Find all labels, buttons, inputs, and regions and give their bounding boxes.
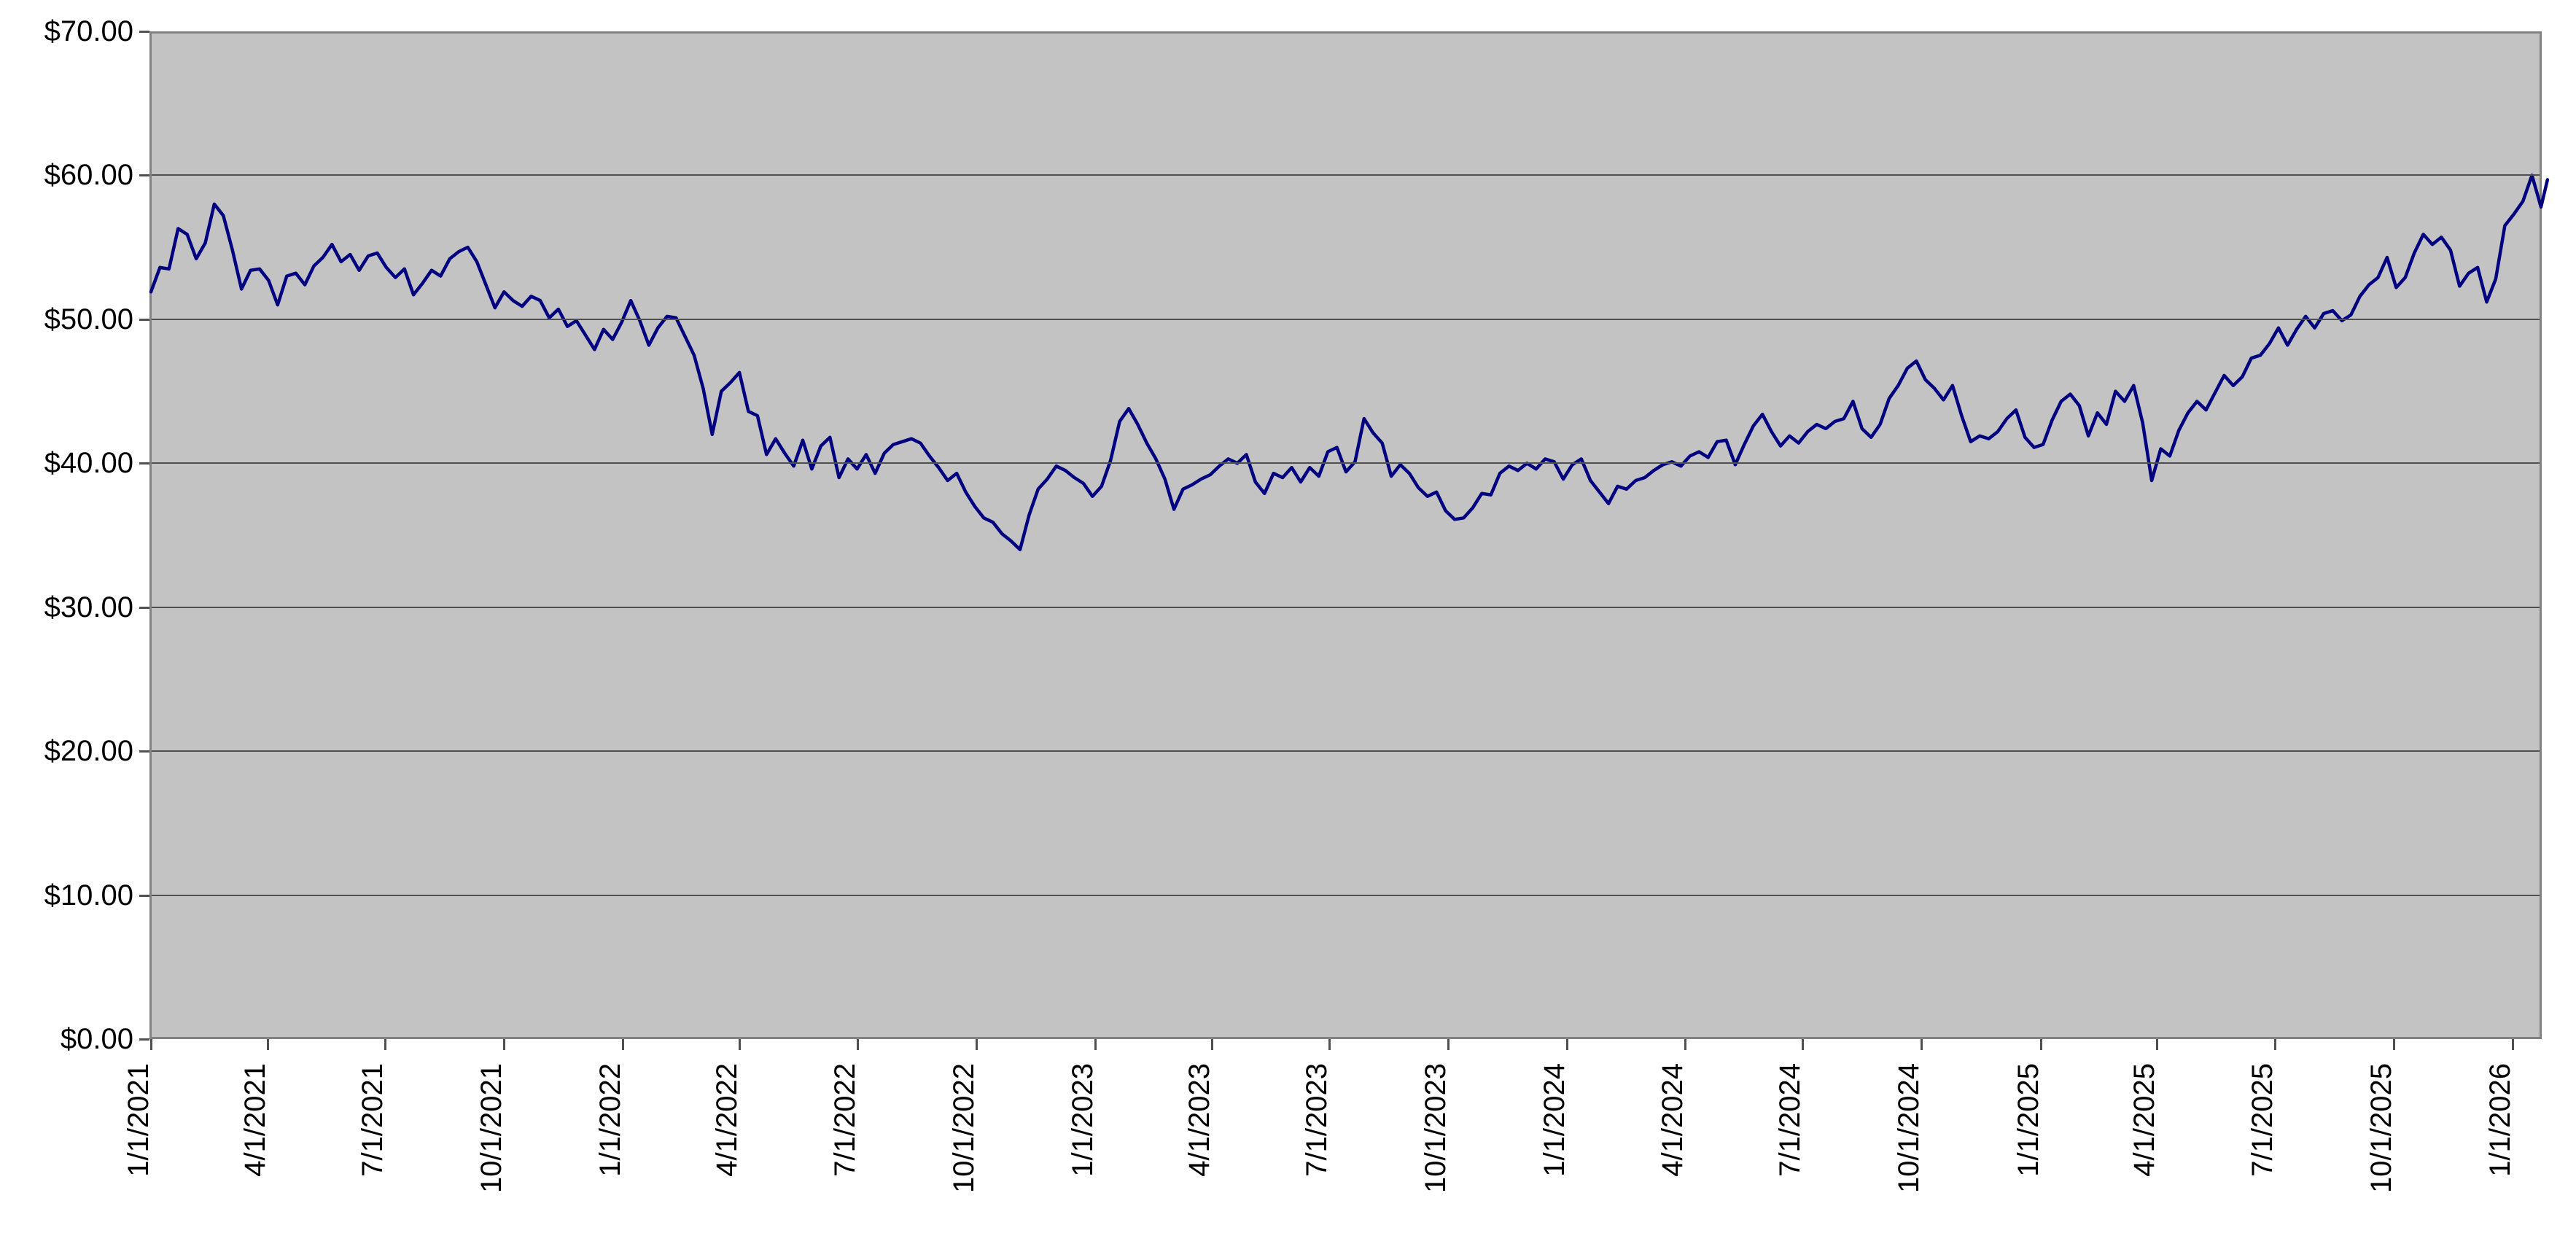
x-axis-tick-16	[2039, 1039, 2042, 1050]
x-axis-tick-2	[384, 1039, 387, 1050]
y-axis-label-70: $70.00	[44, 15, 133, 47]
x-axis-label-8: 1/1/2023	[1066, 1063, 1099, 1177]
gridline-60	[152, 174, 2540, 176]
y-axis-label-40: $40.00	[44, 447, 133, 480]
gridline-40	[152, 462, 2540, 464]
x-axis-label-11: 10/1/2023	[1420, 1063, 1452, 1193]
x-axis-label-14: 7/1/2024	[1774, 1063, 1807, 1177]
gridline-10	[152, 894, 2540, 896]
gridline-20	[152, 750, 2540, 753]
x-axis-tick-8	[1094, 1039, 1097, 1050]
x-axis-label-4: 1/1/2022	[594, 1063, 627, 1177]
x-axis-tick-14	[1802, 1039, 1805, 1050]
x-axis-tick-0	[150, 1039, 152, 1050]
gridline-50	[152, 318, 2540, 320]
y-axis-label-10: $10.00	[44, 879, 133, 911]
x-axis-label-2: 7/1/2021	[357, 1063, 389, 1177]
y-axis-label-30: $30.00	[44, 591, 133, 623]
x-axis-tick-18	[2273, 1039, 2276, 1050]
x-axis-label-20: 1/1/2026	[2484, 1063, 2516, 1177]
x-axis-tick-19	[2392, 1039, 2395, 1050]
y-axis-tick-30	[139, 606, 149, 609]
y-axis-tick-70	[139, 31, 149, 33]
x-axis-label-19: 10/1/2025	[2365, 1063, 2397, 1193]
y-axis-label-50: $50.00	[44, 303, 133, 335]
x-axis-label-0: 1/1/2021	[122, 1063, 155, 1177]
x-axis-tick-5	[739, 1039, 742, 1050]
x-axis-tick-4	[622, 1039, 625, 1050]
y-axis-tick-10	[139, 894, 149, 897]
y-axis-tick-0	[139, 1038, 149, 1041]
y-axis-tick-40	[139, 462, 149, 465]
y-axis-label-0: $0.00	[60, 1023, 133, 1055]
x-axis-label-13: 4/1/2024	[1656, 1063, 1689, 1177]
gridline-30	[152, 606, 2540, 608]
x-axis-label-17: 4/1/2025	[2128, 1063, 2161, 1177]
x-axis-label-6: 7/1/2022	[828, 1063, 861, 1177]
x-axis-tick-15	[1921, 1039, 1923, 1050]
y-axis-tick-50	[139, 318, 149, 321]
x-axis-tick-12	[1566, 1039, 1569, 1050]
x-axis-label-10: 7/1/2023	[1300, 1063, 1333, 1177]
x-axis-tick-20	[2512, 1039, 2514, 1050]
x-axis-label-15: 10/1/2024	[1893, 1063, 1926, 1193]
y-axis-label-20: $20.00	[44, 735, 133, 768]
x-axis-tick-13	[1684, 1039, 1686, 1050]
plot-area	[149, 31, 2542, 1039]
x-axis-label-12: 1/1/2024	[1538, 1063, 1571, 1177]
x-axis-tick-1	[266, 1039, 269, 1050]
x-axis-label-9: 4/1/2023	[1183, 1063, 1215, 1177]
x-axis-tick-6	[856, 1039, 859, 1050]
y-axis-tick-60	[139, 174, 149, 177]
x-axis-label-7: 10/1/2022	[947, 1063, 980, 1193]
y-axis-label-60: $60.00	[44, 159, 133, 192]
x-axis-tick-10	[1328, 1039, 1331, 1050]
x-axis-label-1: 4/1/2021	[238, 1063, 271, 1177]
x-axis-label-16: 1/1/2025	[2012, 1063, 2044, 1177]
x-axis-label-3: 10/1/2021	[475, 1063, 508, 1193]
x-axis-label-5: 4/1/2022	[711, 1063, 744, 1177]
x-axis-tick-11	[1447, 1039, 1450, 1050]
y-axis-tick-20	[139, 750, 149, 753]
x-axis-tick-17	[2156, 1039, 2159, 1050]
x-axis-label-18: 7/1/2025	[2246, 1063, 2279, 1177]
x-axis-tick-3	[503, 1039, 506, 1050]
x-axis-tick-9	[1210, 1039, 1213, 1050]
x-axis-tick-7	[975, 1039, 978, 1050]
